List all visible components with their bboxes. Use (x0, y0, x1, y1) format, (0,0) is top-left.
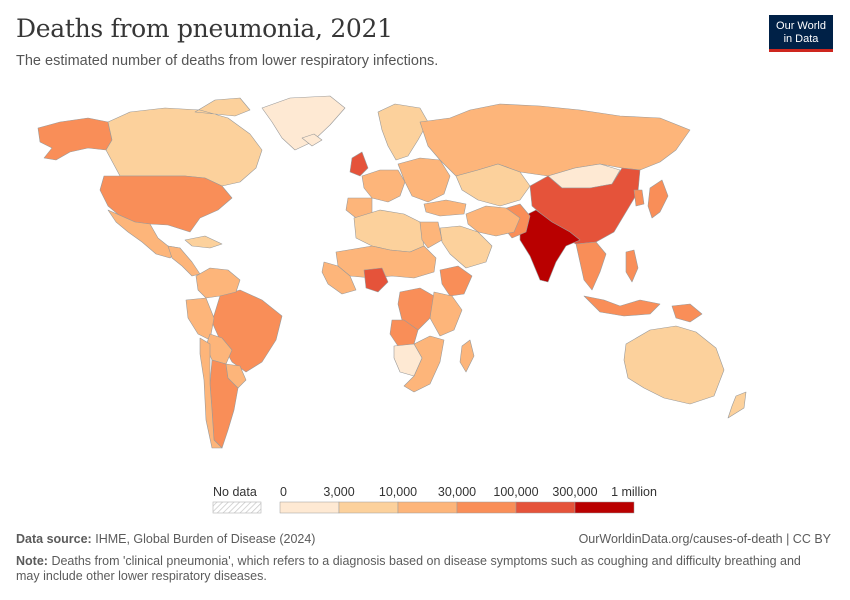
legend-bin-swatch (397, 501, 458, 514)
map-region-egypt[interactable] (419, 221, 443, 249)
chart-subtitle: The estimated number of deaths from lowe… (16, 53, 439, 69)
map-region-indonesia[interactable] (583, 295, 661, 317)
map-region-australia[interactable] (623, 325, 725, 405)
legend-bin-swatch (279, 501, 340, 514)
data-source: Data source: IHME, Global Burden of Dise… (16, 532, 315, 546)
legend-tick-label: 300,000 (552, 485, 597, 499)
map-region-chile[interactable] (199, 337, 223, 449)
map-legend: No data 0 3,000 10,000 30,000 100,000 300,000… (212, 485, 657, 514)
map-region-namibia-and-botswana[interactable] (393, 343, 423, 377)
map-region-new-zealand[interactable] (727, 391, 747, 419)
note-text: Deaths from 'clinical pneumonia', which … (16, 554, 801, 583)
footnote: Note: Deaths from 'clinical pneumonia', … (16, 554, 806, 584)
legend-tick-label: 0 (280, 485, 287, 499)
map-region-philippines[interactable] (625, 249, 639, 283)
map-region-peru[interactable] (185, 297, 215, 341)
legend-bin-swatch (338, 501, 399, 514)
map-region-east-africa[interactable] (429, 291, 463, 337)
legend-no-data-swatch (212, 501, 262, 514)
source-label: Data source: (16, 532, 92, 546)
legend-tick-label: 10,000 (379, 485, 417, 499)
map-region-iceland[interactable] (301, 133, 323, 147)
source-text: IHME, Global Burden of Disease (2024) (95, 532, 316, 546)
world-map (37, 95, 747, 449)
map-region-japan[interactable] (647, 179, 669, 219)
map-region-papua-new-guinea[interactable] (671, 303, 703, 323)
map-region-ethiopia[interactable] (439, 265, 473, 297)
legend-tick-label: 100,000 (493, 485, 538, 499)
map-region-nigeria[interactable] (363, 267, 389, 293)
map-region-canada[interactable] (105, 97, 263, 187)
source-url[interactable]: OurWorldinData.org/causes-of-death | CC … (578, 532, 831, 546)
map-region-kazakhstan-and-central-asia[interactable] (455, 163, 531, 207)
owid-logo[interactable]: Our World in Data (769, 15, 833, 52)
map-region-iran-and-afghanistan[interactable] (465, 205, 521, 237)
map-region-alaska[interactable] (37, 117, 113, 161)
map-region-paraguay-and-uruguay[interactable] (225, 363, 247, 389)
legend-bin-swatch (515, 501, 576, 514)
legend-bin-swatch (456, 501, 517, 514)
legend-no-data-label: No data (213, 485, 257, 499)
chart-title: Deaths from pneumonia, 2021 (16, 14, 393, 43)
legend-tick-label: 1 million (611, 485, 657, 499)
map-region-united-kingdom[interactable] (349, 151, 369, 177)
map-region-sahel[interactable] (335, 245, 437, 279)
map-region-colombia-and-venezuela[interactable] (195, 267, 241, 299)
map-region-central-america[interactable] (167, 245, 201, 277)
logo-line-1: Our World (776, 20, 826, 32)
map-region-cuba[interactable] (184, 235, 223, 249)
legend-tick-label: 3,000 (323, 485, 354, 499)
map-region-eastern-europe[interactable] (397, 157, 451, 203)
logo-line-2: in Data (783, 33, 819, 45)
map-region-turkey[interactable] (423, 199, 467, 217)
map-region-southeast-asia[interactable] (575, 241, 607, 291)
map-region-greenland[interactable] (261, 95, 346, 151)
map-region-north-africa[interactable] (353, 209, 425, 253)
legend-bin-swatch (574, 501, 635, 514)
map-region-scandinavia[interactable] (377, 103, 429, 161)
map-region-western-europe[interactable] (361, 169, 406, 203)
map-region-united-states[interactable] (99, 175, 233, 233)
map-region-madagascar[interactable] (459, 339, 475, 373)
map-region-arabian-peninsula[interactable] (439, 225, 493, 269)
legend-tick-label: 30,000 (438, 485, 476, 499)
map-region-west-africa[interactable] (321, 261, 357, 295)
map-region-dr-congo[interactable] (397, 287, 435, 331)
map-region-korea[interactable] (633, 189, 645, 207)
map-region-india[interactable] (519, 209, 581, 283)
note-label: Note: (16, 554, 48, 568)
map-region-russia[interactable] (419, 103, 691, 177)
